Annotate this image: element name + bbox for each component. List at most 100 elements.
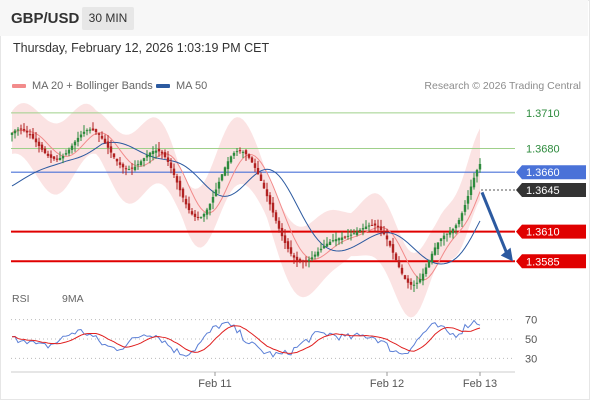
candle-body bbox=[28, 134, 32, 136]
candle-body bbox=[250, 157, 254, 163]
candle-body bbox=[313, 254, 317, 257]
candle-body bbox=[352, 233, 356, 235]
candle-body bbox=[424, 267, 428, 274]
symbol-title: GBP/USD bbox=[11, 10, 80, 27]
candle-body bbox=[364, 226, 368, 230]
candle-body bbox=[394, 253, 398, 261]
rsi-tick-label: 50 bbox=[525, 334, 537, 346]
candle-body bbox=[292, 255, 296, 258]
candle-body bbox=[370, 224, 374, 226]
candle-body bbox=[157, 148, 161, 152]
current-label-bg bbox=[516, 183, 586, 197]
candle-body bbox=[412, 284, 416, 286]
legend-ma20: MA 20 + Bollinger Bands bbox=[12, 80, 153, 92]
candle-body bbox=[10, 132, 14, 135]
credit-text: Research © 2026 Trading Central bbox=[424, 80, 581, 92]
candle-body bbox=[238, 150, 242, 152]
support-label-bg bbox=[516, 224, 586, 239]
candle-body bbox=[241, 151, 245, 153]
candle-body bbox=[316, 251, 320, 256]
pivot-label-bg bbox=[516, 165, 586, 180]
rsi-tick-label: 70 bbox=[525, 315, 537, 327]
candle-body bbox=[421, 273, 425, 281]
candle-body bbox=[49, 154, 53, 158]
timeframe-badge[interactable]: 30 MIN bbox=[82, 7, 134, 30]
candle-body bbox=[319, 248, 323, 251]
candle-body bbox=[358, 229, 362, 232]
candle-body bbox=[106, 141, 110, 148]
candle-body bbox=[139, 161, 143, 166]
candle-body bbox=[91, 128, 95, 131]
candle-body bbox=[43, 148, 47, 154]
candle-body bbox=[136, 164, 140, 166]
candle-body bbox=[343, 236, 347, 238]
candle-body bbox=[85, 130, 89, 132]
candle-body bbox=[31, 133, 35, 139]
x-tick-label: Feb 12 bbox=[370, 378, 404, 390]
candle-body bbox=[466, 195, 470, 204]
candle-body bbox=[199, 216, 203, 218]
legend-rsi: RSI bbox=[12, 293, 30, 305]
candle-body bbox=[73, 141, 77, 146]
candle-body bbox=[151, 151, 155, 155]
candle-body bbox=[100, 135, 104, 139]
candle-body bbox=[397, 260, 401, 268]
candle-body bbox=[445, 233, 449, 235]
bollinger-band bbox=[12, 103, 480, 318]
candle-body bbox=[145, 155, 149, 158]
candle-body bbox=[388, 240, 392, 246]
candle-body bbox=[70, 145, 74, 150]
candle-body bbox=[463, 204, 467, 212]
candle-body bbox=[391, 244, 395, 253]
candle-body bbox=[202, 213, 206, 217]
candle-body bbox=[274, 212, 278, 221]
candle-body bbox=[193, 213, 197, 217]
candle-body bbox=[325, 243, 329, 247]
candle-body bbox=[415, 282, 419, 284]
candle-body bbox=[82, 131, 86, 134]
candle-body bbox=[58, 157, 62, 161]
candle-body bbox=[301, 260, 305, 262]
candle-body bbox=[172, 168, 176, 176]
candle-body bbox=[124, 168, 128, 170]
candle-body bbox=[103, 138, 107, 143]
candle-body bbox=[280, 227, 284, 237]
candle-body bbox=[310, 257, 314, 260]
rsi-tick-label: 30 bbox=[525, 353, 537, 365]
candle-body bbox=[430, 253, 434, 263]
candle-body bbox=[64, 153, 68, 155]
candle-body bbox=[295, 256, 299, 261]
ma50-swatch bbox=[156, 84, 170, 89]
candle-body bbox=[190, 211, 194, 215]
rsi-ma-line bbox=[11, 325, 481, 354]
legend-label-rsi: RSI bbox=[12, 293, 30, 305]
candle-body bbox=[262, 182, 266, 189]
candle-body bbox=[154, 150, 158, 153]
candle-body bbox=[271, 202, 275, 213]
candle-body bbox=[40, 144, 44, 150]
candle-body bbox=[121, 164, 125, 168]
candle-body bbox=[454, 225, 458, 229]
candle-body bbox=[61, 156, 65, 159]
current-price-label: 1.3645 bbox=[526, 185, 560, 197]
candle-body bbox=[328, 241, 332, 245]
candle-body bbox=[34, 138, 38, 143]
candle-body bbox=[373, 223, 377, 226]
candle-body bbox=[76, 137, 80, 142]
candle-body bbox=[304, 260, 308, 262]
candle-body bbox=[334, 239, 338, 242]
candle-body bbox=[286, 241, 290, 249]
ma20-swatch bbox=[12, 84, 26, 89]
candle-body bbox=[16, 129, 20, 131]
candle-body bbox=[346, 235, 350, 237]
candle-body bbox=[472, 177, 476, 188]
candle-body bbox=[19, 128, 23, 130]
candle-body bbox=[331, 240, 335, 242]
candle-body bbox=[235, 151, 239, 153]
candle-body bbox=[229, 156, 233, 163]
candle-body bbox=[127, 169, 131, 171]
candle-body bbox=[442, 235, 446, 240]
candle-body bbox=[223, 167, 227, 176]
forecast-arrow-shaft bbox=[480, 191, 510, 257]
